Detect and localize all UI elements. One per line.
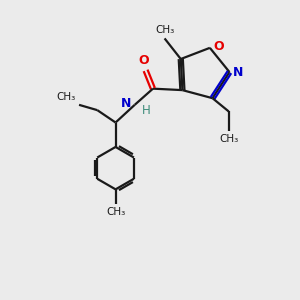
Text: N: N bbox=[233, 66, 243, 79]
Text: CH₃: CH₃ bbox=[106, 207, 125, 217]
Text: CH₃: CH₃ bbox=[219, 134, 238, 144]
Text: N: N bbox=[121, 97, 131, 110]
Text: H: H bbox=[142, 103, 150, 117]
Text: CH₃: CH₃ bbox=[155, 25, 174, 35]
Text: O: O bbox=[139, 54, 149, 67]
Text: CH₃: CH₃ bbox=[56, 92, 76, 103]
Text: O: O bbox=[213, 40, 224, 52]
